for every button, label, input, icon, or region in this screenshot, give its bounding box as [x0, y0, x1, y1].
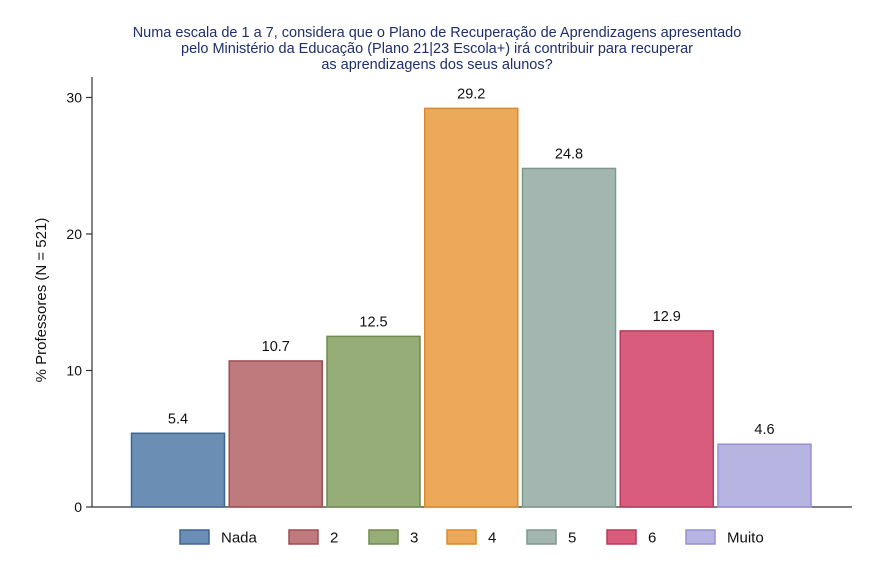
legend-label: 3	[410, 530, 418, 547]
data-label: 29.2	[457, 86, 485, 102]
bar-3	[326, 335, 421, 508]
bar-4	[424, 107, 519, 508]
legend-label: 2	[330, 530, 338, 547]
legend-label: 6	[648, 530, 656, 547]
legend-label: 4	[488, 530, 496, 547]
y-axis-label: % Professores (N = 521)	[33, 218, 50, 383]
legend-swatch	[446, 529, 477, 545]
bar-6	[619, 330, 714, 508]
legend-swatch	[526, 529, 557, 545]
data-label: 12.5	[359, 314, 387, 330]
y-tick-label: 10	[66, 362, 82, 378]
legend-label: Muito	[727, 530, 764, 547]
chart-title-line-3: as aprendizagens dos seus alunos?	[321, 57, 552, 73]
legend-swatch	[179, 529, 210, 545]
legend-swatch	[288, 529, 319, 545]
legend-swatch	[368, 529, 399, 545]
bar-muito	[717, 443, 812, 508]
data-labels: 5.4 10.7 12.5 29.2 24.8 12.9 4.6	[168, 86, 775, 438]
legend-swatch	[685, 529, 716, 545]
y-tick-label: 0	[74, 499, 82, 515]
legend-label: Nada	[221, 530, 258, 547]
data-label: 24.8	[555, 146, 583, 162]
data-label: 12.9	[653, 309, 681, 325]
y-tick-label: 20	[66, 226, 82, 242]
legend: Nada 2 3 4 5 6 Muito	[179, 529, 764, 547]
bar-5	[521, 167, 617, 508]
bar-2	[228, 360, 323, 508]
data-label: 5.4	[168, 411, 188, 427]
chart-title-line-2: pelo Ministério da Educação (Plano 21|23…	[181, 41, 693, 57]
chart-title-line-1: Numa escala de 1 a 7, considera que o Pl…	[133, 25, 742, 41]
legend-swatch	[606, 529, 637, 545]
bar-nada	[130, 432, 226, 508]
data-label: 4.6	[754, 422, 774, 438]
data-label: 10.7	[262, 339, 290, 355]
chart-title: Numa escala de 1 a 7, considera que o Pl…	[133, 25, 742, 73]
y-tick-label: 30	[66, 89, 82, 105]
bars	[130, 107, 812, 508]
legend-label: 5	[568, 530, 576, 547]
